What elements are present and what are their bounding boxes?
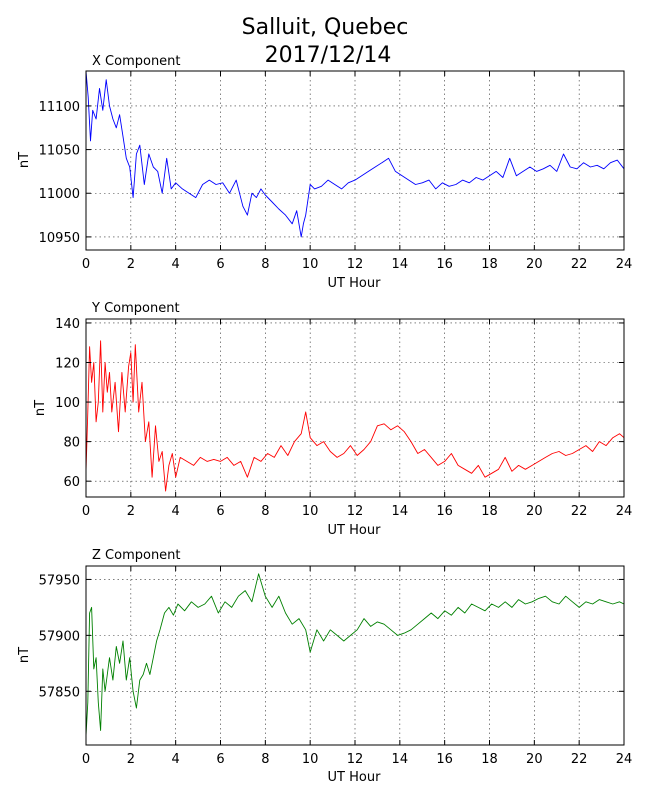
x-tick-label: 0: [82, 257, 90, 272]
x-tick-label: 18: [481, 752, 498, 767]
y-tick-label: 80: [63, 436, 80, 451]
x-tick-label: 12: [347, 752, 364, 767]
y-tick-label: 11100: [39, 100, 80, 115]
x-tick-label: 24: [616, 504, 633, 519]
x-tick-label: 16: [436, 257, 453, 272]
x-tick-label: 2: [127, 257, 135, 272]
y-tick-label: 60: [63, 475, 80, 490]
x-tick-label: 2: [127, 504, 135, 519]
x-tick-label: 10: [302, 504, 319, 519]
data-series-line: [85, 340, 625, 492]
figure-title-line1: Salluit, Quebec: [242, 15, 409, 40]
x-tick-label: 12: [347, 257, 364, 272]
x-tick-label: 8: [261, 257, 269, 272]
z-component-panel: Z Component UT Hour nT 0 2 4 6 8 10 12 14 16 18 20…: [17, 548, 632, 785]
y-tick-label: 10950: [39, 231, 80, 246]
x-axis-label: UT Hour: [328, 523, 382, 538]
x-tick-label: 6: [216, 257, 224, 272]
x-tick-label: 22: [571, 752, 588, 767]
data-series-line: [85, 573, 625, 737]
x-tick-label: 16: [436, 504, 453, 519]
panel-title: Z Component: [92, 548, 181, 563]
x-tick-label: 14: [392, 504, 409, 519]
x-tick-label: 0: [82, 504, 90, 519]
x-tick-label: 8: [261, 504, 269, 519]
y-axis-label: nT: [17, 647, 32, 663]
y-tick-label: 11000: [39, 187, 80, 202]
x-tick-label: 14: [392, 752, 409, 767]
panel-title: X Component: [92, 54, 181, 69]
x-axis-label: UT Hour: [328, 770, 382, 785]
x-tick-label: 20: [526, 752, 543, 767]
y-component-panel: Y Component UT Hour nT 0 2 4 6 8 10 12 14 16 18 20…: [33, 301, 632, 538]
x-tick-label: 14: [392, 257, 409, 272]
x-tick-label: 22: [571, 257, 588, 272]
x-tick-label: 18: [481, 504, 498, 519]
x-tick-label: 10: [302, 752, 319, 767]
x-tick-label: 16: [436, 752, 453, 767]
x-tick-label: 8: [261, 752, 269, 767]
x-tick-label: 0: [82, 752, 90, 767]
data-series-line: [85, 70, 625, 238]
plot-frame: [85, 318, 625, 498]
y-tick-label: 100: [55, 396, 80, 411]
figure-title-line2: 2017/12/14: [265, 43, 392, 68]
y-axis-label: nT: [33, 400, 48, 416]
x-tick-label: 2: [127, 752, 135, 767]
x-tick-label: 6: [216, 752, 224, 767]
x-component-panel: X Component UT Hour nT 0 2 4 6 8 10 12 14 16 18 20…: [17, 54, 632, 291]
y-tick-label: 120: [55, 357, 80, 372]
x-tick-label: 22: [571, 504, 588, 519]
x-tick-label: 18: [481, 257, 498, 272]
x-tick-label: 4: [172, 257, 180, 272]
y-tick-label: 140: [55, 317, 80, 332]
plot-frame: [85, 565, 625, 746]
x-tick-label: 4: [172, 504, 180, 519]
y-tick-label: 57900: [39, 629, 80, 644]
x-tick-label: 6: [216, 504, 224, 519]
y-tick-label: 57950: [39, 573, 80, 588]
x-tick-label: 24: [616, 752, 633, 767]
x-tick-label: 10: [302, 257, 319, 272]
x-tick-label: 12: [347, 504, 364, 519]
x-tick-label: 24: [616, 257, 633, 272]
y-tick-label: 11050: [39, 144, 80, 159]
y-tick-label: 57850: [39, 685, 80, 700]
x-tick-label: 20: [526, 257, 543, 272]
x-tick-label: 4: [172, 752, 180, 767]
x-axis-label: UT Hour: [328, 276, 382, 291]
x-tick-label: 20: [526, 504, 543, 519]
y-axis-label: nT: [17, 152, 32, 168]
panel-title: Y Component: [91, 301, 180, 316]
